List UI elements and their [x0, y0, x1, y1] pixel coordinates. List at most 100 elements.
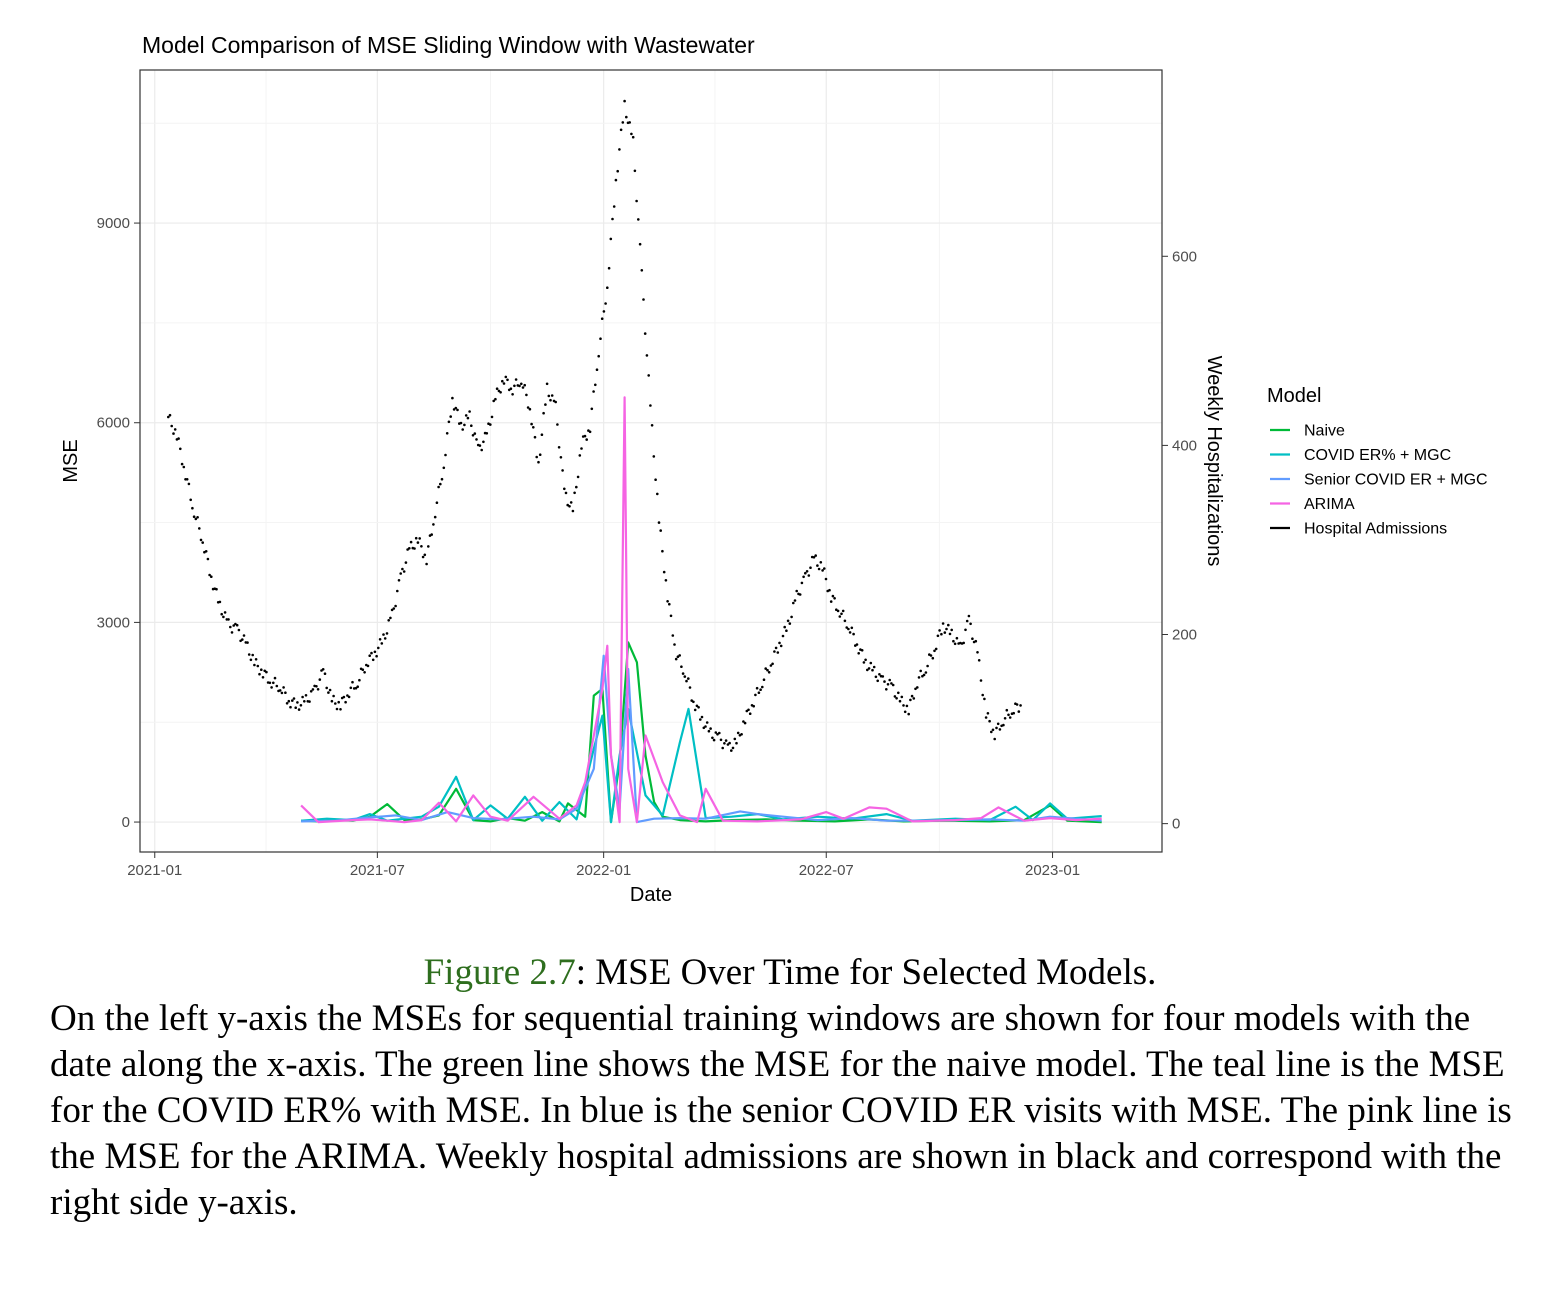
admission-point: [821, 569, 824, 572]
admission-point: [981, 693, 984, 697]
admission-point: [371, 658, 375, 662]
admission-point: [941, 622, 945, 625]
admission-point: [668, 602, 671, 606]
admission-point: [688, 686, 692, 689]
legend: Model Naive COVID ER% + MGC Senior COVID E…: [1267, 385, 1488, 538]
admission-point: [459, 421, 463, 425]
admission-point: [316, 688, 320, 691]
admission-point: [198, 527, 201, 530]
chart-title: Model Comparison of MSE Sliding Window w…: [142, 32, 755, 58]
admission-point: [897, 691, 900, 695]
y-tick-label: 0: [122, 814, 130, 831]
admission-point: [988, 719, 991, 723]
admission-point: [669, 614, 673, 618]
admission-point: [767, 671, 771, 674]
admission-point: [254, 658, 258, 661]
admission-point: [602, 310, 606, 313]
admission-point: [230, 631, 234, 634]
admission-point: [513, 384, 516, 388]
admission-point: [247, 653, 251, 656]
admission-point: [674, 657, 678, 661]
admission-point: [229, 625, 232, 629]
admission-point: [650, 424, 654, 427]
admission-point: [728, 741, 731, 745]
admission-point: [466, 416, 470, 420]
admission-point: [881, 675, 885, 678]
admission-point: [334, 702, 337, 705]
admission-point: [550, 394, 554, 397]
admission-point: [607, 266, 611, 270]
legend-label: COVID ER% + MGC: [1304, 447, 1451, 464]
admission-point: [860, 649, 864, 652]
admission-point: [900, 695, 904, 699]
admission-point: [743, 721, 747, 725]
admission-point: [700, 715, 704, 719]
y2-tick-label: 600: [1172, 248, 1197, 265]
admission-point: [260, 668, 263, 671]
chart: Model Comparison of MSE Sliding Window w…: [60, 32, 1488, 906]
admission-point: [757, 691, 761, 694]
y-tick-label: 9000: [97, 215, 130, 232]
plot-border: [139, 69, 1163, 853]
admission-point: [368, 654, 372, 657]
admission-point: [201, 541, 204, 544]
y-tick-label: 6000: [97, 415, 130, 432]
admission-point: [606, 286, 609, 290]
admission-point: [196, 516, 199, 519]
admission-point: [533, 435, 537, 439]
admission-point: [795, 589, 798, 593]
admission-point: [616, 169, 619, 173]
admission-point: [408, 547, 411, 550]
admission-point: [227, 618, 230, 621]
admission-point: [389, 616, 392, 620]
admission-point: [843, 619, 847, 623]
admission-point: [366, 664, 370, 668]
admission-point: [167, 415, 170, 419]
admission-point: [440, 477, 444, 481]
admission-point: [635, 199, 638, 203]
admission-point: [278, 689, 282, 692]
admission-point: [427, 545, 430, 548]
admission-point: [315, 685, 318, 688]
series-layer: [300, 396, 1102, 824]
admission-point: [953, 642, 957, 646]
admission-point: [907, 712, 910, 716]
admission-point: [439, 482, 442, 486]
admission-point: [557, 446, 561, 449]
admission-point: [845, 626, 848, 629]
admission-point: [301, 695, 304, 699]
admission-point: [291, 699, 294, 702]
admission-point: [872, 665, 876, 669]
figure-caption: Figure 2.7: MSE Over Time for Selected M…: [50, 950, 1530, 1226]
admission-point: [289, 705, 292, 709]
admission-point: [711, 736, 714, 740]
admission-point: [692, 700, 695, 704]
admission-point: [730, 749, 733, 752]
admission-point: [506, 378, 509, 382]
admission-point: [909, 698, 912, 702]
admission-point: [385, 632, 389, 635]
admission-point: [270, 686, 273, 689]
admission-point: [645, 354, 649, 357]
admission-point: [740, 733, 743, 736]
admission-point: [420, 545, 423, 548]
admission-point: [950, 628, 953, 632]
admission-point: [883, 680, 886, 683]
admission-point: [619, 128, 623, 132]
admission-point: [249, 658, 253, 662]
admission-point: [864, 658, 867, 662]
admission-point: [580, 447, 583, 450]
admission-point: [294, 706, 298, 709]
admission-point: [242, 634, 246, 637]
admission-point: [990, 730, 993, 734]
y-axis-right: 0 200 400 600: [1162, 248, 1197, 833]
legend-label: ARIMA: [1304, 496, 1355, 513]
admission-point: [509, 387, 513, 391]
admission-point: [588, 430, 592, 434]
admission-point: [554, 400, 557, 404]
admission-point: [947, 623, 950, 627]
admission-point: [594, 383, 597, 387]
admission-point: [916, 686, 919, 689]
admission-point: [747, 708, 750, 712]
admission-point: [924, 671, 928, 674]
